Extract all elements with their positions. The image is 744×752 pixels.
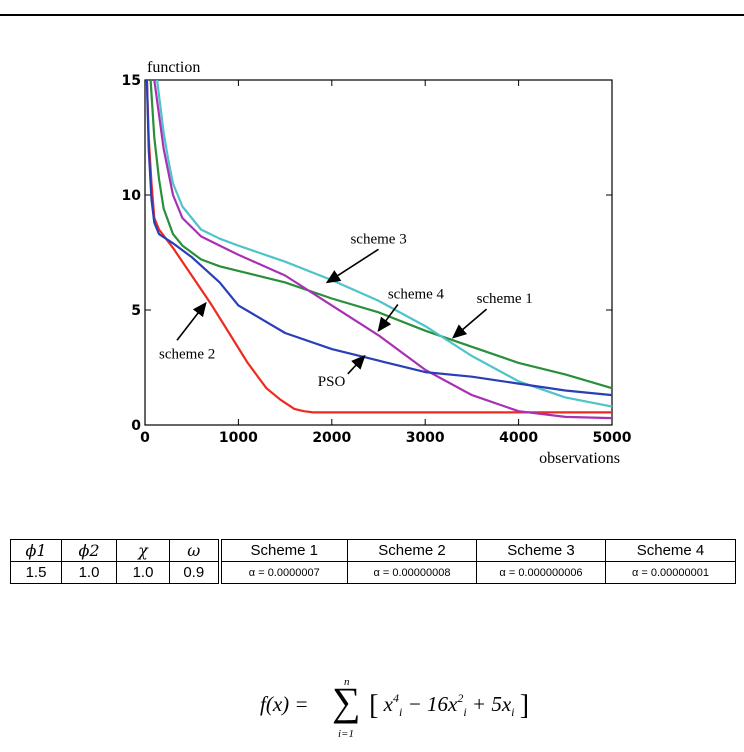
value-phi1: 1.5 (10, 561, 62, 584)
x-tick-label: 3000 (406, 430, 445, 446)
header-phi1: ϕ1 (10, 539, 62, 562)
annotation-arrow-scheme-4 (377, 304, 399, 332)
formula-sum-upper: n (344, 676, 350, 688)
parameter-table: ϕ1 ϕ2 χ ω Scheme 1 Scheme 2 Scheme 3 Sch… (10, 539, 736, 584)
x-tick-label: 5000 (593, 430, 632, 446)
y-tick-label: 15 (122, 73, 141, 89)
formula-exp2: 2 (457, 691, 464, 705)
header-chi: χ (116, 539, 170, 562)
y-tick-label: 0 (131, 418, 141, 434)
y-tick-label: 10 (122, 188, 142, 204)
annotation-scheme-3: scheme 3 (350, 231, 406, 247)
header-scheme-1: Scheme 1 (219, 539, 348, 562)
x-tick-label: 1000 (219, 430, 258, 446)
series-line-scheme-4 (153, 79, 613, 420)
header-omega: ω (169, 539, 222, 562)
header-phi2: ϕ2 (61, 539, 117, 562)
table-header-row: ϕ1 ϕ2 χ ω Scheme 1 Scheme 2 Scheme 3 Sch… (10, 539, 736, 562)
formula-sub2: i (463, 705, 467, 719)
formula-left-bracket: [ (369, 690, 379, 721)
formula-sub1: i (398, 705, 403, 719)
value-scheme-4: α = 0.00000001 (605, 561, 736, 584)
top-rule (0, 14, 744, 16)
annotation-arrow-scheme-2 (176, 301, 207, 341)
x-tick-label: 2000 (312, 430, 351, 446)
x-tick-label: 0 (140, 430, 150, 446)
header-scheme-2: Scheme 2 (347, 539, 477, 562)
series-line-pso (145, 79, 613, 397)
annotation-arrow-scheme-3 (325, 248, 379, 284)
header-scheme-3: Scheme 3 (476, 539, 606, 562)
formula-sum-lower: i=1 (338, 728, 354, 740)
objective-formula: f(x) = n ∑ i=1 [ x4i − 16x2i + 5xi ] (260, 676, 530, 740)
value-chi: 1.0 (116, 561, 170, 584)
formula-exp1: 4 (392, 691, 399, 705)
y-tick-label: 5 (131, 303, 141, 319)
annotation-arrow-pso (347, 354, 366, 375)
value-scheme-2: α = 0.00000008 (347, 561, 477, 584)
annotation-pso: PSO (318, 374, 346, 390)
formula-lhs: f(x) = (260, 692, 309, 716)
value-scheme-3: α = 0.000000006 (476, 561, 606, 584)
annotation-scheme-2: scheme 2 (159, 346, 215, 362)
annotation-scheme-1: scheme 1 (477, 291, 533, 307)
convergence-chart: 0 1000 2000 3000 4000 5000 0 5 10 15 function obser… (122, 59, 632, 467)
series-line-scheme-1 (149, 79, 613, 390)
formula-right-bracket: ] (519, 690, 530, 721)
formula-term1: x (383, 692, 393, 716)
series-line-scheme-3 (156, 79, 613, 408)
x-axis-label: observations (539, 450, 620, 467)
formula-term2: − 16x (402, 692, 458, 716)
value-phi2: 1.0 (61, 561, 117, 584)
y-axis-label: function (147, 59, 200, 76)
formula-sub3: i (511, 705, 515, 719)
x-tick-label: 4000 (499, 430, 538, 446)
value-omega: 0.9 (169, 561, 222, 584)
annotation-arrow-scheme-1 (452, 308, 488, 339)
formula-term3: + 5x (466, 692, 512, 716)
annotation-scheme-4: scheme 4 (388, 287, 445, 303)
value-scheme-1: α = 0.0000007 (219, 561, 348, 584)
formula-sigma: ∑ (332, 679, 361, 724)
plot-frame (144, 79, 613, 426)
table-value-row: 1.5 1.0 1.0 0.9 α = 0.0000007 α = 0.0000… (10, 561, 736, 584)
header-scheme-4: Scheme 4 (605, 539, 736, 562)
